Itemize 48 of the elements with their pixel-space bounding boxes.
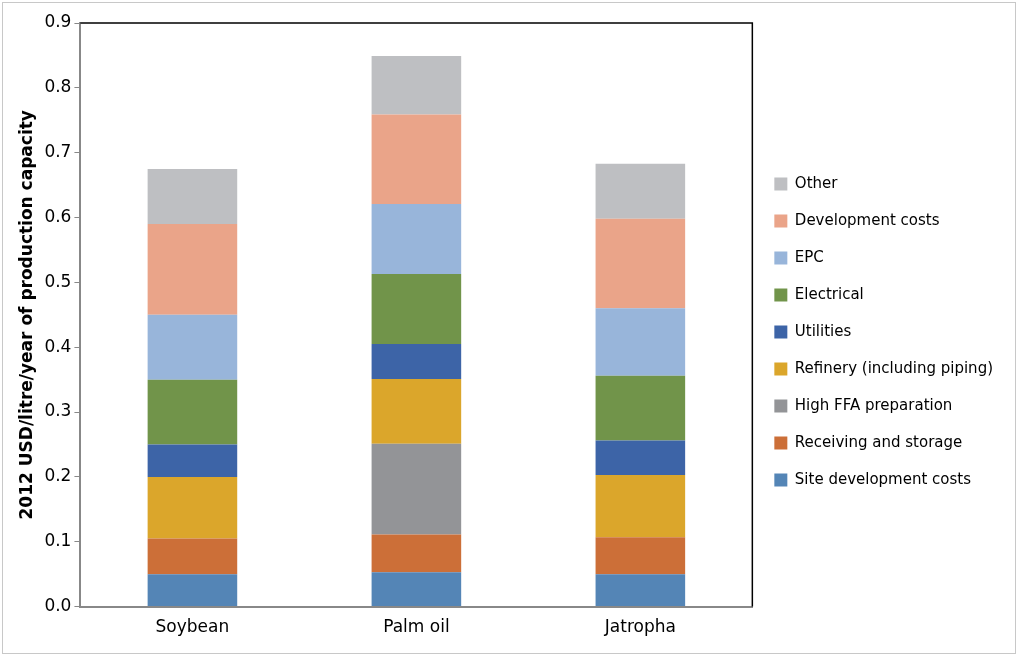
bar: [595, 218, 686, 309]
y-tick-label: 0.2: [44, 465, 72, 486]
bar: [147, 444, 238, 477]
y-tick-label: 0.8: [44, 76, 72, 97]
bar: [147, 168, 238, 225]
bar: [371, 572, 462, 607]
bar: [371, 343, 462, 379]
legend-label: EPC: [794, 247, 824, 266]
bar: [371, 114, 462, 204]
legend-label: Development costs: [794, 210, 940, 229]
bar: [595, 440, 686, 475]
x-tick-label: Palm oil: [383, 616, 450, 637]
bar: [371, 273, 462, 344]
y-tick-label: 0.3: [44, 400, 72, 421]
y-tick-label: 0.9: [44, 11, 72, 32]
legend-label: Electrical: [794, 284, 864, 303]
legend-label: Other: [794, 173, 839, 192]
x-tick-label: Soybean: [155, 616, 230, 637]
bar: [147, 574, 238, 607]
bar: [371, 203, 462, 274]
y-tick-label: 0.0: [44, 595, 72, 616]
bar: [147, 224, 238, 315]
bar: [595, 163, 686, 219]
y-tick-label: 0.5: [44, 270, 72, 291]
y-tick-label: 0.6: [44, 205, 72, 226]
y-tick-label: 0.7: [44, 141, 72, 162]
bar: [595, 308, 686, 376]
bar: [595, 375, 686, 441]
y-tick-label: 0.1: [44, 530, 72, 551]
bar: [371, 56, 462, 115]
bar: [595, 574, 686, 607]
legend-label: Receiving and storage: [794, 432, 963, 451]
legend-label: Refinery (including piping): [794, 358, 994, 377]
bar: [371, 534, 462, 573]
legend-label: Utilities: [794, 321, 852, 340]
legend-label: Site development costs: [794, 469, 972, 488]
y-axis-title: 2012 USD/litre/year of production capacity: [15, 110, 36, 520]
bar: [147, 379, 238, 445]
bar: [595, 537, 686, 575]
bar: [147, 314, 238, 380]
bar: [147, 476, 238, 539]
bar: [371, 379, 462, 444]
bar: [595, 474, 686, 538]
y-tick-label: 0.4: [44, 335, 72, 356]
bar: [147, 538, 238, 575]
legend-label: High FFA preparation: [794, 395, 953, 414]
x-tick-label: Jatropha: [603, 616, 676, 637]
bar: [371, 443, 462, 535]
